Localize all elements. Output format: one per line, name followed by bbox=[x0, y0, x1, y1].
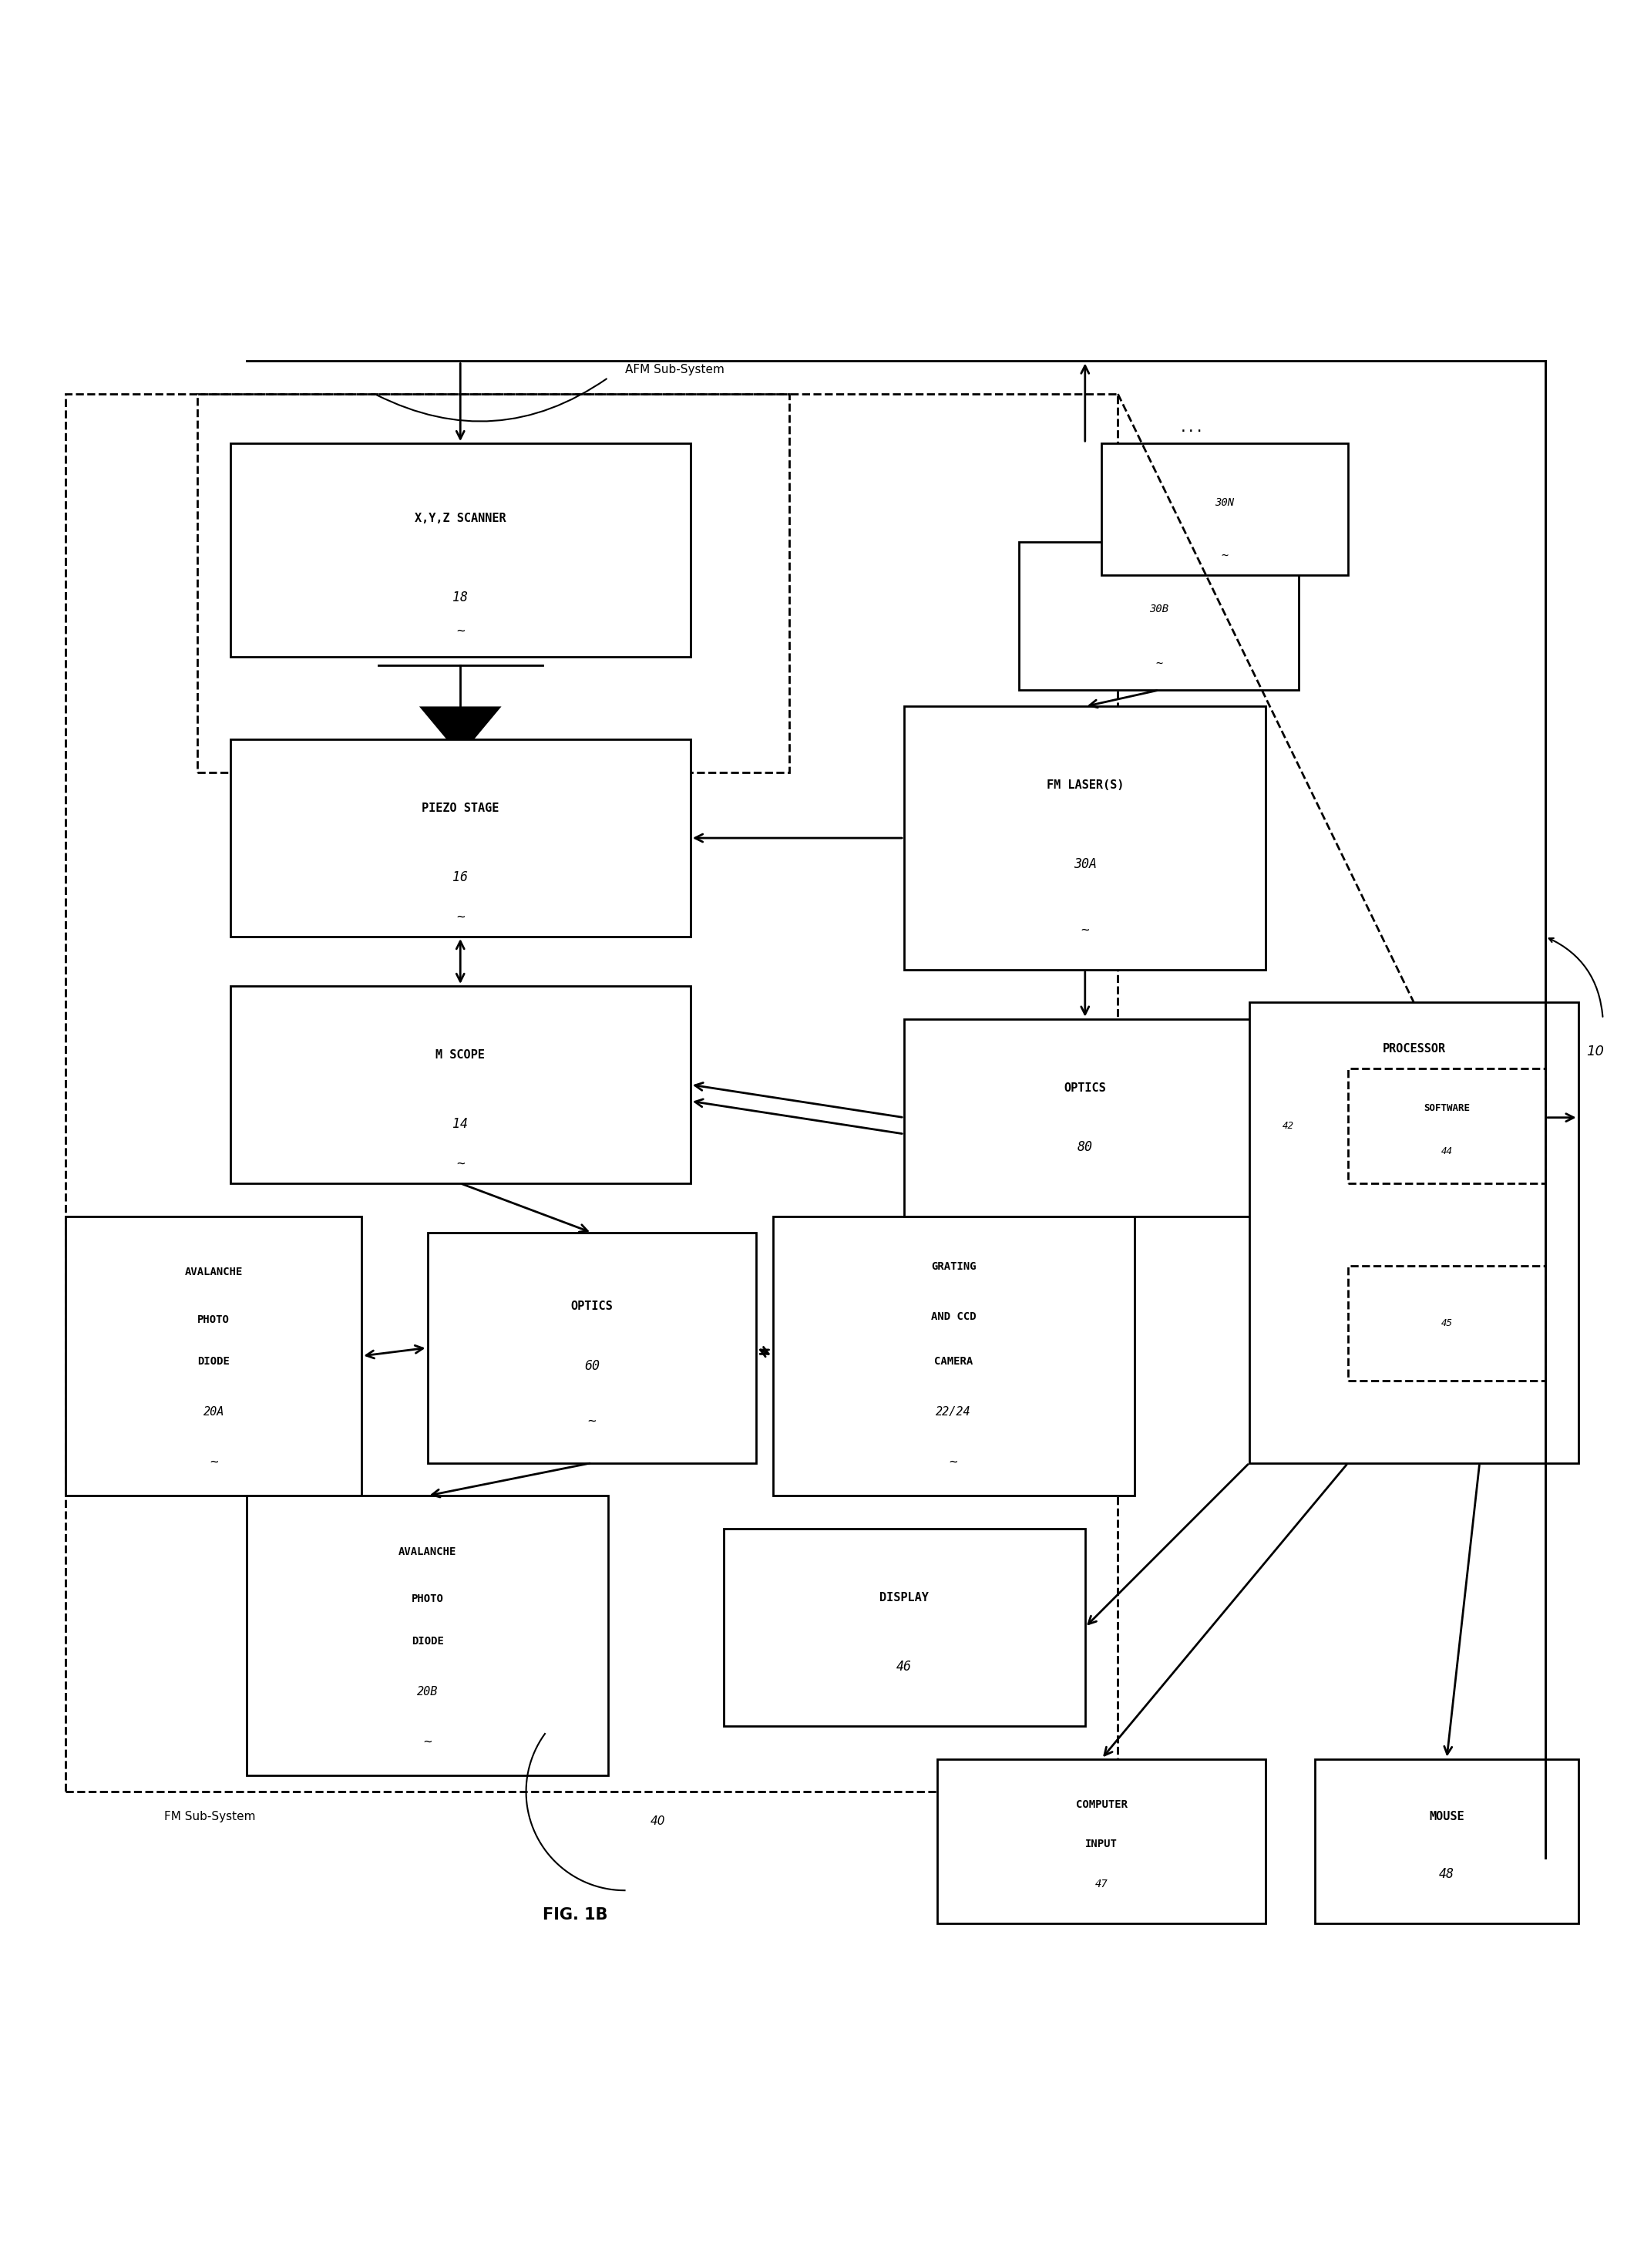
Text: OPTICS: OPTICS bbox=[570, 1300, 613, 1313]
Bar bbox=[1019, 542, 1299, 689]
Text: 47: 47 bbox=[1095, 1878, 1108, 1889]
Text: DISPLAY: DISPLAY bbox=[880, 1592, 929, 1603]
Text: 30A: 30A bbox=[1074, 857, 1097, 871]
Text: AFM Sub-System: AFM Sub-System bbox=[625, 363, 723, 374]
Text: FM LASER(S): FM LASER(S) bbox=[1046, 780, 1124, 792]
Text: 42: 42 bbox=[1282, 1120, 1294, 1132]
Bar bbox=[723, 1529, 1085, 1726]
Text: ~: ~ bbox=[455, 909, 465, 923]
Bar bbox=[773, 1216, 1134, 1497]
Text: 48: 48 bbox=[1438, 1867, 1455, 1880]
Text: 46: 46 bbox=[896, 1660, 912, 1674]
Bar bbox=[230, 987, 690, 1184]
Polygon shape bbox=[419, 705, 501, 755]
Text: AVALANCHE: AVALANCHE bbox=[184, 1268, 243, 1277]
Text: 20A: 20A bbox=[204, 1406, 224, 1418]
Text: M SCOPE: M SCOPE bbox=[436, 1050, 485, 1061]
Text: ~: ~ bbox=[587, 1415, 597, 1429]
Text: ~: ~ bbox=[455, 1157, 465, 1170]
Text: ~: ~ bbox=[209, 1456, 219, 1470]
Text: ~: ~ bbox=[949, 1456, 958, 1470]
Text: ~: ~ bbox=[1221, 549, 1228, 560]
Bar bbox=[1101, 442, 1348, 574]
Bar bbox=[1348, 1266, 1545, 1381]
Text: 44: 44 bbox=[1440, 1145, 1453, 1157]
Text: COMPUTER: COMPUTER bbox=[1075, 1799, 1128, 1810]
Text: ~: ~ bbox=[455, 624, 465, 637]
Text: 45: 45 bbox=[1440, 1318, 1453, 1329]
Text: 60: 60 bbox=[584, 1359, 600, 1372]
Text: 16: 16 bbox=[452, 871, 469, 885]
Bar bbox=[230, 739, 690, 937]
Bar bbox=[904, 705, 1266, 968]
Text: 10: 10 bbox=[1586, 1046, 1605, 1059]
Bar bbox=[1348, 1068, 1545, 1184]
Text: ~: ~ bbox=[423, 1735, 432, 1749]
Bar bbox=[904, 1018, 1266, 1216]
Text: ~: ~ bbox=[1080, 923, 1090, 937]
Text: AND CCD: AND CCD bbox=[931, 1311, 977, 1322]
Text: MOUSE: MOUSE bbox=[1429, 1810, 1465, 1821]
Bar bbox=[197, 395, 789, 771]
Bar bbox=[230, 442, 690, 658]
Text: CAMERA: CAMERA bbox=[934, 1356, 973, 1368]
Bar bbox=[1315, 1760, 1578, 1923]
Text: FIG. 1B: FIG. 1B bbox=[543, 1907, 608, 1923]
Text: PIEZO STAGE: PIEZO STAGE bbox=[421, 803, 500, 814]
Text: 30B: 30B bbox=[1149, 603, 1169, 615]
Text: PROCESSOR: PROCESSOR bbox=[1383, 1043, 1445, 1055]
Text: SOFTWARE: SOFTWARE bbox=[1424, 1105, 1470, 1114]
Text: 80: 80 bbox=[1077, 1141, 1093, 1154]
Bar bbox=[1249, 1002, 1578, 1463]
Text: 22/24: 22/24 bbox=[935, 1406, 972, 1418]
Bar bbox=[247, 1497, 608, 1776]
Bar bbox=[937, 1760, 1266, 1923]
Text: ...: ... bbox=[1179, 422, 1205, 435]
Bar bbox=[66, 395, 1118, 1792]
Text: 40: 40 bbox=[649, 1817, 666, 1828]
Text: ~: ~ bbox=[1156, 658, 1162, 669]
Text: 30N: 30N bbox=[1215, 497, 1235, 508]
Text: X,Y,Z SCANNER: X,Y,Z SCANNER bbox=[414, 513, 506, 524]
Text: INPUT: INPUT bbox=[1085, 1839, 1118, 1851]
Bar bbox=[427, 1234, 756, 1463]
Text: 20B: 20B bbox=[418, 1685, 437, 1696]
Text: 18: 18 bbox=[452, 590, 469, 603]
Text: AVALANCHE: AVALANCHE bbox=[398, 1547, 457, 1558]
Text: FM Sub-System: FM Sub-System bbox=[164, 1810, 256, 1821]
Text: 14: 14 bbox=[452, 1118, 469, 1132]
Text: OPTICS: OPTICS bbox=[1064, 1082, 1106, 1093]
Text: GRATING: GRATING bbox=[931, 1261, 977, 1272]
Text: DIODE: DIODE bbox=[197, 1356, 230, 1368]
Text: DIODE: DIODE bbox=[411, 1635, 444, 1647]
Text: PHOTO: PHOTO bbox=[197, 1313, 230, 1325]
Text: PHOTO: PHOTO bbox=[411, 1594, 444, 1603]
Bar bbox=[66, 1216, 362, 1497]
